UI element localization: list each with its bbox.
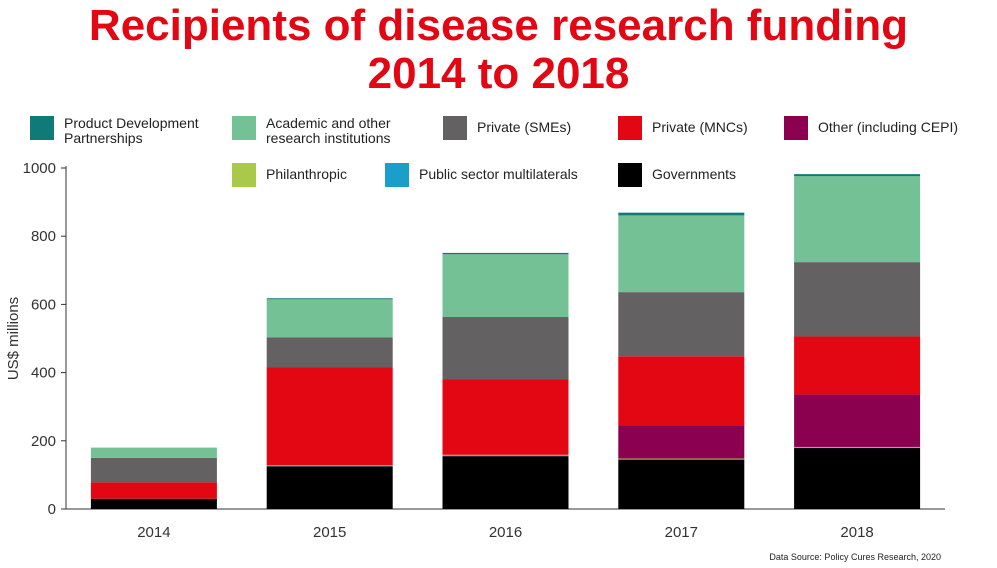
legend-label: Academic and other research institutions xyxy=(266,115,391,146)
title-line-1: Recipients of disease research funding xyxy=(88,1,909,50)
legend-swatch xyxy=(618,163,642,187)
y-tick-label: 800 xyxy=(31,228,56,245)
legend-label: Private (SMEs) xyxy=(477,119,572,135)
bar-segment-2017 xyxy=(618,459,745,509)
bar-segment-2018 xyxy=(794,447,921,509)
legend-swatch xyxy=(443,116,467,140)
legend-item-private-mncs: Private (MNCs) xyxy=(618,116,788,140)
bar-segment-2017 xyxy=(618,212,745,216)
bar-segment-2016 xyxy=(442,252,569,255)
y-axis-title: US$ millions xyxy=(5,297,22,380)
legend-label: Product Development Partnerships xyxy=(64,115,199,146)
legend-swatch xyxy=(784,116,808,140)
bar-segment-2014 xyxy=(90,457,217,483)
legend-label: Other (including CEPI) xyxy=(818,119,959,135)
bar-segment-2018 xyxy=(794,262,921,337)
data-source: Data Source: Policy Cures Research, 2020 xyxy=(769,552,941,562)
x-tick-label: 2016 xyxy=(489,524,522,541)
bar-segment-2018 xyxy=(794,174,921,177)
x-tick-label: 2014 xyxy=(137,524,170,541)
bar-segment-2017 xyxy=(618,356,745,426)
legend-item-multilaterals: Public sector multilaterals xyxy=(385,163,605,187)
legend-swatch xyxy=(30,116,54,140)
bar-segment-2017 xyxy=(618,425,745,459)
y-tick-label: 600 xyxy=(31,296,56,313)
bar-segment-2018 xyxy=(794,176,921,263)
legend-label: Private (MNCs) xyxy=(652,119,748,135)
bar-segment-2017 xyxy=(618,215,745,293)
bar-segment-2014 xyxy=(90,447,217,458)
bar-segment-2015 xyxy=(266,466,393,509)
y-tick-label: 200 xyxy=(31,433,56,450)
bar-segment-2018 xyxy=(794,394,921,447)
legend-label: Philanthropic xyxy=(266,166,347,182)
x-tick-label: 2015 xyxy=(313,524,346,541)
bar-segment-2016 xyxy=(442,254,569,318)
legend-item-pdp: Product Development Partnerships xyxy=(30,116,230,146)
bar-segment-2017 xyxy=(618,458,745,460)
bar-segment-2015 xyxy=(266,367,393,466)
legend-label: Public sector multilaterals xyxy=(419,166,578,182)
legend-item-other: Other (including CEPI) xyxy=(784,116,994,140)
legend-label: Governments xyxy=(652,166,737,182)
legend-swatch xyxy=(232,116,256,140)
legend-item-philanthropic: Philanthropic xyxy=(232,163,382,187)
bar-segment-2014 xyxy=(90,482,217,499)
bar-segment-2016 xyxy=(442,379,569,455)
bar-segment-2014 xyxy=(90,498,217,509)
bar-segment-2016 xyxy=(442,454,569,456)
x-tick-label: 2018 xyxy=(840,524,873,541)
bar-segment-2015 xyxy=(266,337,393,368)
bar-segment-2017 xyxy=(618,292,745,357)
legend-item-academic: Academic and other research institutions xyxy=(232,116,432,146)
y-tick-label: 400 xyxy=(31,365,56,382)
y-tick-label: 0 xyxy=(48,501,56,518)
bar-segment-2015 xyxy=(266,298,393,300)
title-line-2: 2014 to 2018 xyxy=(367,49,630,98)
bar-segment-2016 xyxy=(442,456,569,509)
bar-segment-2018 xyxy=(794,446,921,448)
bar-segment-2015 xyxy=(266,299,393,338)
x-tick-label: 2017 xyxy=(665,524,698,541)
bar-segment-2016 xyxy=(442,317,569,380)
legend-swatch xyxy=(385,163,409,187)
legend-item-governments: Governments xyxy=(618,163,778,187)
bar-segment-2018 xyxy=(794,336,921,395)
chart-title: Recipients of disease research funding 2… xyxy=(0,2,997,98)
legend-item-private-smes: Private (SMEs) xyxy=(443,116,623,140)
bar-segment-2016 xyxy=(442,455,569,457)
legend-swatch xyxy=(232,163,256,187)
y-tick-label: 1000 xyxy=(23,160,56,177)
legend-swatch xyxy=(618,116,642,140)
bar-segment-2015 xyxy=(266,465,393,467)
